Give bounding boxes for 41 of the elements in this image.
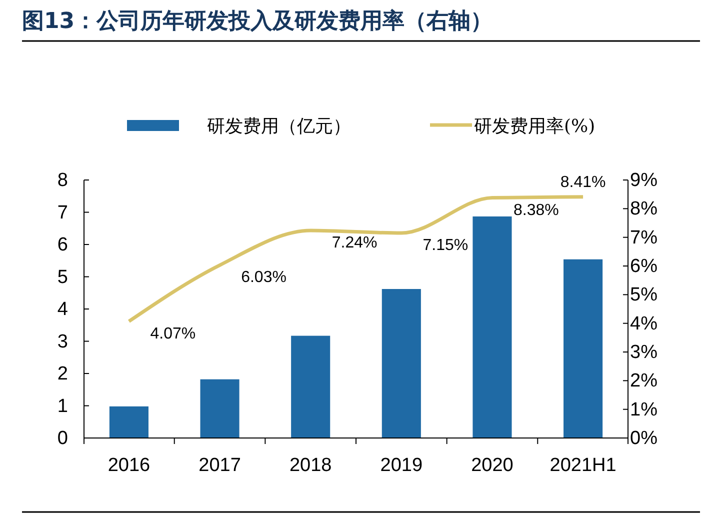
y2-tick-label: 2% [630,370,658,392]
y-tick-label: 1 [57,396,68,417]
y2-tick-label: 5% [630,284,658,306]
bar [291,336,330,438]
y2-tick-label: 9% [630,170,658,191]
y2-tick-label: 7% [630,227,658,248]
data-label: 6.03% [241,269,286,286]
y2-tick-label: 8% [630,198,658,220]
y-tick-label: 0 [57,428,68,449]
bar [472,216,512,438]
x-tick-label: 2018 [289,455,332,476]
bar [109,406,148,438]
y-tick-label: 4 [57,299,68,320]
y2-tick-label: 4% [630,313,658,334]
data-label: 4.07% [150,325,196,342]
y2-tick-label: 3% [630,342,658,363]
data-label: 8.38% [514,202,559,219]
y-tick-label: 8 [57,170,68,191]
y-tick-label: 7 [57,202,68,224]
data-label: 7.15% [422,237,468,254]
data-label: 7.24% [332,234,378,252]
x-tick-label: 2020 [471,455,514,476]
x-tick-label: 2021H1 [550,455,616,476]
y-tick-label: 2 [57,364,68,384]
y-tick-label: 6 [57,234,68,256]
y-tick-label: 3 [57,331,68,352]
bar [200,379,240,438]
bar [564,259,603,438]
data-label: 8.41% [560,174,606,191]
y-tick-label: 5 [57,266,68,288]
line-series [127,195,585,324]
chart-title: 图13：公司历年研发投入及研发费用率（右轴） [22,8,493,34]
legend-label: 研发费用率(%) [474,116,596,137]
y2-tick-label: 6% [630,256,658,277]
legend-label: 研发费用（亿元） [207,116,351,137]
bar [382,289,421,438]
x-tick-label: 2016 [108,455,150,476]
y2-tick-label: 0% [630,428,658,449]
y2-tick-label: 1% [630,399,658,420]
x-tick-label: 2017 [198,455,241,476]
x-tick-label: 2019 [380,455,423,476]
